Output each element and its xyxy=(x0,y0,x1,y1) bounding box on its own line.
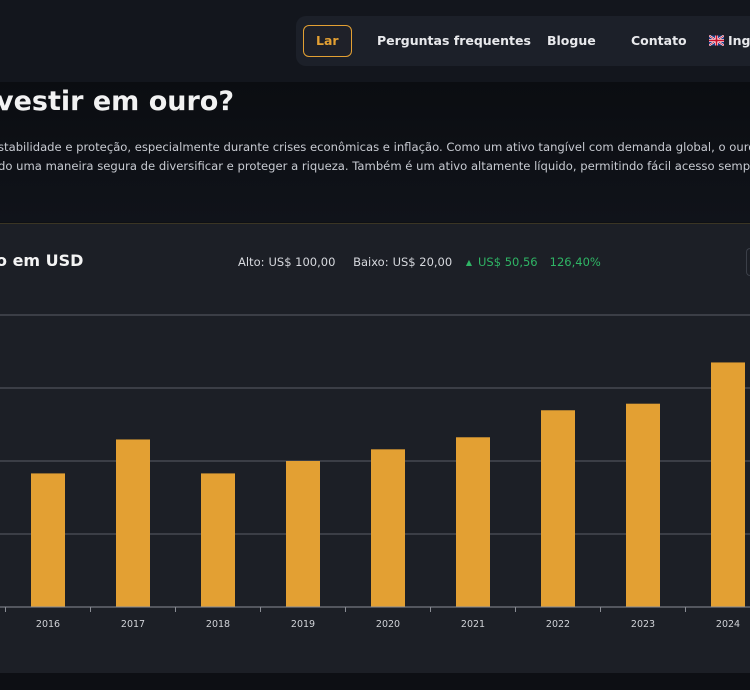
up-arrow-icon: ▲ xyxy=(465,258,473,267)
bar-2019[interactable] xyxy=(286,461,320,607)
nav-contact[interactable]: Contato xyxy=(631,33,687,48)
high-label: Alto: xyxy=(238,255,265,269)
x-tick-label: 2020 xyxy=(376,619,400,630)
bar-2024[interactable] xyxy=(711,362,745,607)
x-tick-label: 2017 xyxy=(121,619,145,630)
low-value: US$ 20,00 xyxy=(392,255,453,269)
bar-2021[interactable] xyxy=(456,437,490,607)
x-tick-label: 2016 xyxy=(36,619,60,630)
x-tick-label: 2022 xyxy=(546,619,570,630)
low-label: Baixo: xyxy=(353,255,389,269)
bar-2020[interactable] xyxy=(371,449,405,607)
change-percent: 126,40% xyxy=(549,255,601,269)
nav-blog[interactable]: Blogue xyxy=(547,33,596,48)
page-footer-band xyxy=(0,673,750,690)
hero-section xyxy=(0,82,750,222)
nav-language[interactable]: Ingl xyxy=(709,16,750,66)
period-selector-edge[interactable] xyxy=(746,248,750,276)
hero-line-2: do uma maneira segura de diversificar e … xyxy=(0,159,750,173)
uk-flag-icon xyxy=(709,35,724,46)
high-value: US$ 100,00 xyxy=(268,255,336,269)
bar-2016[interactable] xyxy=(31,473,65,607)
x-tick-label: 2019 xyxy=(291,619,315,630)
bar-2017[interactable] xyxy=(116,439,150,607)
chart-title: o em USD xyxy=(0,251,84,270)
x-tick-label: 2018 xyxy=(206,619,230,630)
change-value: US$ 50,56 xyxy=(478,255,538,269)
x-axis: 2016 2017 2018 2019 2020 2021 2022 2023 2024 xyxy=(0,606,750,630)
x-tick-label: 2024 xyxy=(716,619,740,630)
bar-2022[interactable] xyxy=(541,410,575,607)
bar-2023[interactable] xyxy=(626,403,660,607)
nav-faq[interactable]: Perguntas frequentes xyxy=(377,33,531,48)
header: Lar Perguntas frequentes Blogue Contato … xyxy=(0,0,750,82)
hero-paragraph: stabilidade e proteção, especialmente du… xyxy=(0,138,750,176)
nav-language-label: Ingl xyxy=(728,33,750,48)
price-stats: Alto: US$ 100,00 Baixo: US$ 20,00 ▲ US$ 50,… xyxy=(238,255,601,269)
nav-home[interactable]: Lar xyxy=(303,25,352,57)
gold-price-bar-chart: 2016 2017 2018 2019 2020 2021 2022 2023 2024 xyxy=(0,314,750,630)
navbar: Lar Perguntas frequentes Blogue Contato … xyxy=(296,16,750,66)
page-title: vestir em ouro? xyxy=(0,86,235,117)
x-tick-label: 2023 xyxy=(631,619,655,630)
chart-bars xyxy=(31,362,745,607)
bar-2018[interactable] xyxy=(201,473,235,607)
hero-line-1: stabilidade e proteção, especialmente du… xyxy=(0,140,750,154)
x-tick-label: 2021 xyxy=(461,619,485,630)
